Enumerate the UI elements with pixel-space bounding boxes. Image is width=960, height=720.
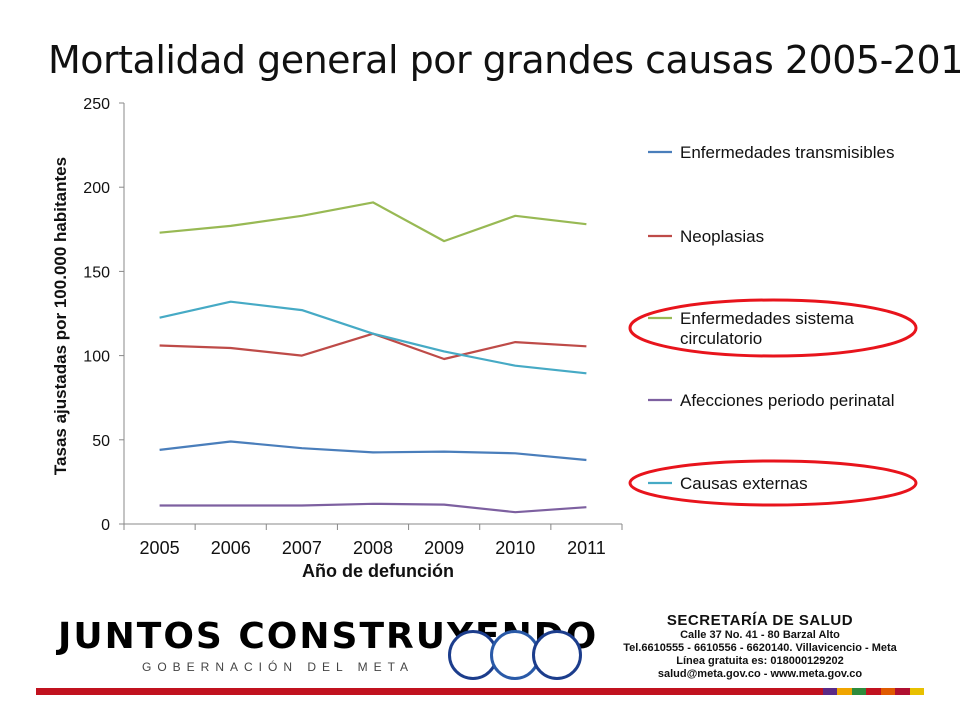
address: Calle 37 No. 41 - 80 Barzal Alto <box>680 629 840 641</box>
series-line-2 <box>159 332 587 361</box>
chart-legend: Enfermedades transmisibles Neoplasias Enfe… <box>628 143 918 507</box>
footer-color-block <box>808 688 823 695</box>
phones: Tel.6610555 - 6610556 - 6620140. Villavi… <box>623 642 897 654</box>
gobernacion-label: GOBERNACIÓN DEL META <box>142 660 415 674</box>
footer-color-block <box>909 688 924 695</box>
chart-axes: 0 50 100 150 200 250 2005 2006 2007 2008 2009 2010 2… <box>83 96 623 558</box>
secretaria-info: SECRETARÍA DE SALUD Calle 37 No. 41 - 80… <box>590 612 930 681</box>
highlight-ellipse <box>628 298 918 358</box>
series-line-4 <box>159 502 587 514</box>
line-chart: 0 50 100 150 200 250 2005 2006 2007 2008 2009 2010 2… <box>51 96 918 581</box>
footer-color-block <box>822 688 837 695</box>
x-tick-label: 2005 <box>140 538 180 558</box>
footer-color-block <box>851 688 866 695</box>
y-tick-label: 150 <box>83 264 110 281</box>
footer-color-block <box>880 688 895 695</box>
y-tick-label: 50 <box>92 433 110 450</box>
x-tick-label: 2006 <box>211 538 251 558</box>
y-tick-label: 100 <box>83 349 110 366</box>
footer: JUNTOS CONSTRUYENDO GOBERNACIÓN DEL META… <box>0 592 960 720</box>
footer-color-block <box>866 688 881 695</box>
slide-title: Mortalidad general por grandes causas 20… <box>48 38 960 82</box>
footer-color-block <box>837 688 852 695</box>
iso-certification-icon <box>490 630 540 680</box>
legend-label-4: Afecciones periodo perinatal <box>680 391 895 410</box>
series-line-1 <box>159 440 587 462</box>
chart-series <box>159 201 587 514</box>
footer-red-bar <box>36 688 808 695</box>
legend-label-2: Neoplasias <box>680 227 764 246</box>
secretaria-title: SECRETARÍA DE SALUD <box>666 612 854 629</box>
x-tick-label: 2009 <box>424 538 464 558</box>
x-axis-title: Año de defunción <box>302 561 454 581</box>
legend-label-1: Enfermedades transmisibles <box>680 143 894 162</box>
series-line-3 <box>159 201 587 243</box>
iqnet-certification-icon <box>532 630 582 680</box>
series-line-5 <box>159 300 587 375</box>
legend-label-5: Causas externas <box>680 474 808 493</box>
axis-labels: Año de defunción Tasas ajustadas por 100… <box>51 157 454 581</box>
x-tick-label: 2008 <box>353 538 393 558</box>
x-tick-label: 2007 <box>282 538 322 558</box>
legend-label-3: Enfermedades sistema circulatorio <box>680 309 854 348</box>
contact: salud@meta.gov.co - www.meta.gov.co <box>657 668 863 680</box>
hotline: Línea gratuita es: 018000129202 <box>676 655 844 667</box>
y-axis-title: Tasas ajustadas por 100.000 habitantes <box>51 157 70 475</box>
highlight-ellipse <box>628 459 918 507</box>
footer-color-block <box>895 688 910 695</box>
y-tick-label: 200 <box>83 180 110 197</box>
y-tick-label: 250 <box>83 96 110 113</box>
x-tick-label: 2011 <box>567 538 606 558</box>
x-tick-label: 2010 <box>495 538 535 558</box>
y-tick-label: 0 <box>101 517 110 534</box>
